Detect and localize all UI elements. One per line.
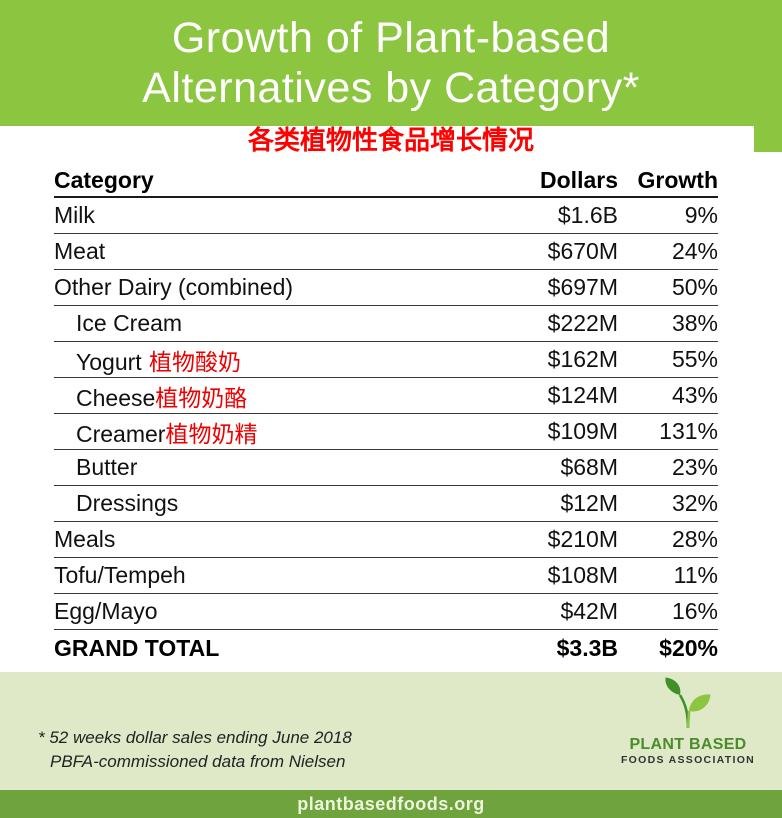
row-dollars: $210M — [547, 526, 618, 552]
table-row: Tofu/Tempeh $108M 11% — [54, 558, 718, 594]
footer-panel: * 52 weeks dollar sales ending June 2018… — [0, 672, 782, 790]
row-dollars: $124M — [547, 382, 618, 408]
table-row: Creamer植物奶精 $109M 131% — [54, 414, 718, 450]
row-growth: $20% — [659, 634, 718, 661]
leaf-icon — [661, 677, 715, 734]
row-dollars: $670M — [547, 238, 618, 264]
row-dollars: $697M — [547, 274, 618, 300]
row-growth: 32% — [671, 490, 718, 516]
table-row: Yogurt 植物酸奶 $162M 55% — [54, 342, 718, 378]
header-banner: Growth of Plant-based Alternatives by Ca… — [0, 0, 782, 126]
row-growth: 55% — [671, 346, 718, 372]
table-row-grand-total: GRAND TOTAL $3.3B $20% — [54, 630, 718, 666]
row-dollars: $109M — [547, 418, 618, 444]
row-growth: 9% — [684, 202, 718, 228]
row-category: Tofu/Tempeh — [54, 562, 186, 588]
row-category: Yogurt — [76, 348, 142, 375]
row-growth: 131% — [659, 418, 718, 444]
footnote-line2: PBFA-commissioned data from Nielsen — [50, 752, 346, 772]
row-category: Ice Cream — [76, 310, 183, 336]
row-category: Milk — [54, 202, 95, 228]
footnote: * 52 weeks dollar sales ending June 2018… — [38, 726, 352, 774]
row-category: Dressings — [76, 490, 179, 516]
col-header-category: Category — [54, 166, 154, 193]
pbfa-logo: PLANT BASED FOODS ASSOCIATION — [612, 676, 764, 766]
table-row: Other Dairy (combined) $697M 50% — [54, 270, 718, 306]
row-category: GRAND TOTAL — [54, 634, 220, 661]
table-row: Butter $68M 23% — [54, 450, 718, 486]
row-dollars: $162M — [547, 346, 618, 372]
row-dollars: $42M — [560, 598, 618, 624]
row-category: Meat — [54, 238, 106, 264]
header-corner-accent — [754, 126, 782, 152]
page-title-line2: Alternatives by Category* — [142, 64, 640, 113]
row-category-annotation: 植物奶酪 — [155, 385, 248, 412]
table-header-row: Category Dollars Growth — [54, 164, 718, 198]
row-growth: 38% — [671, 310, 718, 336]
row-growth: 28% — [671, 526, 718, 552]
website-bar: plantbasedfoods.org — [0, 790, 782, 818]
table-row: Dressings $12M 32% — [54, 486, 718, 522]
table-row: Milk $1.6B 9% — [54, 198, 718, 234]
row-growth: 23% — [671, 454, 718, 480]
row-growth: 11% — [673, 562, 718, 588]
table-row: Cheese植物奶酪 $124M 43% — [54, 378, 718, 414]
page-title-line1: Growth of Plant-based — [171, 14, 611, 62]
row-growth: 16% — [671, 598, 718, 624]
table-row: Ice Cream $222M 38% — [54, 306, 718, 342]
row-dollars: $1.6B — [557, 202, 618, 228]
row-category: Butter — [76, 454, 138, 480]
row-growth: 24% — [671, 238, 718, 264]
row-category: Egg/Mayo — [54, 598, 158, 624]
table-row: Meals $210M 28% — [54, 522, 718, 558]
logo-title: PLANT BASED — [629, 736, 747, 753]
row-category: Cheese — [76, 384, 156, 411]
row-growth: 43% — [671, 382, 718, 408]
row-category: Creamer — [76, 420, 166, 447]
row-dollars: $68M — [560, 454, 618, 480]
website-url: plantbasedfoods.org — [297, 793, 485, 814]
page-title: Growth of Plant-based Alternatives by Ca… — [0, 13, 782, 114]
row-dollars: $3.3B — [556, 634, 618, 661]
chinese-subtitle: 各类植物性食品增长情况 — [247, 126, 534, 156]
row-dollars: $12M — [560, 490, 618, 516]
logo-subtitle: FOODS ASSOCIATION — [620, 754, 756, 766]
table-row: Meat $670M 24% — [54, 234, 718, 270]
row-category: Other Dairy (combined) — [54, 274, 294, 300]
col-header-growth: Growth — [637, 166, 719, 193]
data-table: Category Dollars Growth Milk $1.6B 9% Me… — [54, 164, 718, 666]
row-dollars: $108M — [547, 562, 618, 588]
subtitle-row: 各类植物性食品增长情况 — [0, 126, 782, 158]
row-growth: 50% — [671, 274, 718, 300]
row-category-annotation: 植物酸奶 — [141, 349, 241, 376]
table-row: Egg/Mayo $42M 16% — [54, 594, 718, 630]
row-category: Meals — [54, 526, 116, 552]
footnote-line1: * 52 weeks dollar sales ending June 2018 — [38, 728, 352, 748]
col-header-dollars: Dollars — [540, 166, 618, 193]
row-dollars: $222M — [547, 310, 618, 336]
row-category-annotation: 植物奶精 — [165, 421, 258, 448]
